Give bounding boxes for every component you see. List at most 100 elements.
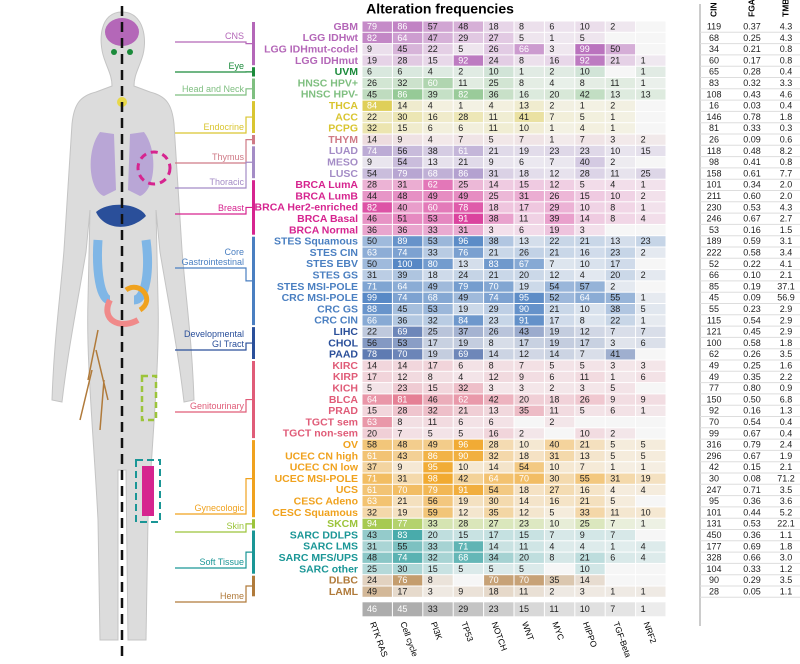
heat-cell [575, 405, 605, 416]
cell-bg [605, 55, 636, 66]
metric-value: 0.60 [743, 191, 761, 201]
group-connector [175, 116, 252, 134]
row-label: LGG IDHmut-codel [264, 44, 358, 56]
cell-value: 22 [367, 327, 377, 337]
row-label: BRCA LumA [295, 179, 358, 191]
cell-value: 3 [549, 44, 554, 54]
cell-bg [392, 439, 423, 450]
cell-bg [484, 32, 514, 44]
cell-bg [392, 123, 423, 134]
row-label: GBM [334, 21, 359, 33]
heat-cell [484, 417, 514, 428]
heat-cell [514, 507, 544, 518]
cell-bg [514, 270, 544, 281]
heat-cell [484, 247, 514, 258]
heat-cell [423, 21, 453, 32]
metric-value: 2.0 [780, 180, 793, 190]
cell-value: 2 [610, 157, 615, 167]
cell-bg [484, 44, 514, 55]
cell-bg [514, 394, 544, 405]
heat-cell [544, 371, 575, 383]
cell-bg [453, 428, 484, 439]
pathway-label: TP53 [459, 620, 475, 643]
cell-bg [484, 66, 514, 77]
cell-value: 71 [367, 474, 377, 484]
heat-cell [544, 292, 575, 303]
row-label: STES MSI-POLE [277, 281, 358, 293]
heat-cell [423, 507, 453, 518]
cell-value: 99 [580, 44, 590, 54]
heat-cell [453, 360, 484, 371]
cell-bg [392, 111, 423, 123]
cell-bg [575, 32, 605, 44]
cell-value: 2 [641, 191, 646, 201]
cell-value: 21 [489, 146, 499, 156]
heat-cell [362, 270, 392, 281]
cell-value: 67 [519, 259, 529, 269]
cell-bg [575, 236, 605, 247]
cell-value: 37 [367, 462, 377, 472]
heat-cell [362, 450, 392, 462]
cell-bg [544, 66, 575, 77]
cell-value: 61 [367, 485, 377, 495]
heat-cell [544, 270, 575, 281]
cell-value: 84 [367, 101, 377, 111]
metric-value: 0.8 [780, 157, 793, 167]
cell-value: 15 [580, 191, 590, 201]
cell-bg [484, 21, 514, 32]
cell-value: 4 [641, 214, 646, 224]
breast [136, 150, 172, 186]
cell-bg [392, 100, 423, 111]
heat-cell [453, 89, 484, 100]
cell-value: 29 [549, 202, 559, 212]
row-label: PAAD [329, 349, 358, 361]
heat-cell [423, 304, 453, 315]
cell-bg [544, 123, 575, 134]
cell-value: 17 [367, 372, 377, 382]
group-bar [252, 575, 255, 597]
cell-value: 7 [580, 462, 585, 472]
heat-cell [423, 134, 453, 145]
total-cell [484, 602, 514, 617]
cell-value: 5 [580, 33, 585, 43]
heat-cell [484, 123, 514, 134]
cell-value: 2 [610, 101, 615, 111]
heat-cell [423, 111, 453, 123]
heat-cell [575, 439, 605, 450]
cell-value: 79 [367, 22, 377, 32]
heat-cell [605, 44, 636, 55]
cell-value: 19 [367, 55, 377, 65]
cell-value: 14 [397, 101, 407, 111]
cell-bg [544, 360, 575, 371]
cell-bg [636, 326, 666, 337]
row-label: STES CIN [310, 247, 358, 259]
heat-cell [392, 247, 423, 258]
heat-cell [605, 337, 636, 349]
cell-value: 5 [641, 451, 646, 461]
row-label: PCPG [328, 123, 358, 135]
metric-value: 0.67 [743, 451, 761, 461]
heat-cell [605, 394, 636, 405]
cell-bg [423, 32, 453, 44]
cell-value: 5 [580, 406, 585, 416]
cell-value: 9 [397, 462, 402, 472]
metric-value: 0.19 [743, 281, 761, 291]
cell-value: 2 [549, 383, 554, 393]
cell-value: 40 [549, 440, 559, 450]
cell-bg [544, 563, 575, 575]
cell-bg [362, 371, 392, 383]
heat-cell [392, 157, 423, 168]
row-label: SARC DDLPS [290, 529, 358, 541]
cell-value: 19 [519, 281, 529, 291]
cell-value: 83 [397, 530, 407, 540]
cell-bg [453, 100, 484, 111]
metric-value: 5.2 [780, 507, 793, 517]
cell-bg [423, 349, 453, 360]
cell-value: 6 [397, 67, 402, 77]
heat-cell [514, 157, 544, 168]
cell-bg [453, 326, 484, 337]
row-label: BRCA LumB [295, 190, 358, 202]
cell-bg [362, 179, 392, 190]
cell-bg [423, 55, 453, 66]
metric-value: 0.4 [780, 101, 793, 111]
